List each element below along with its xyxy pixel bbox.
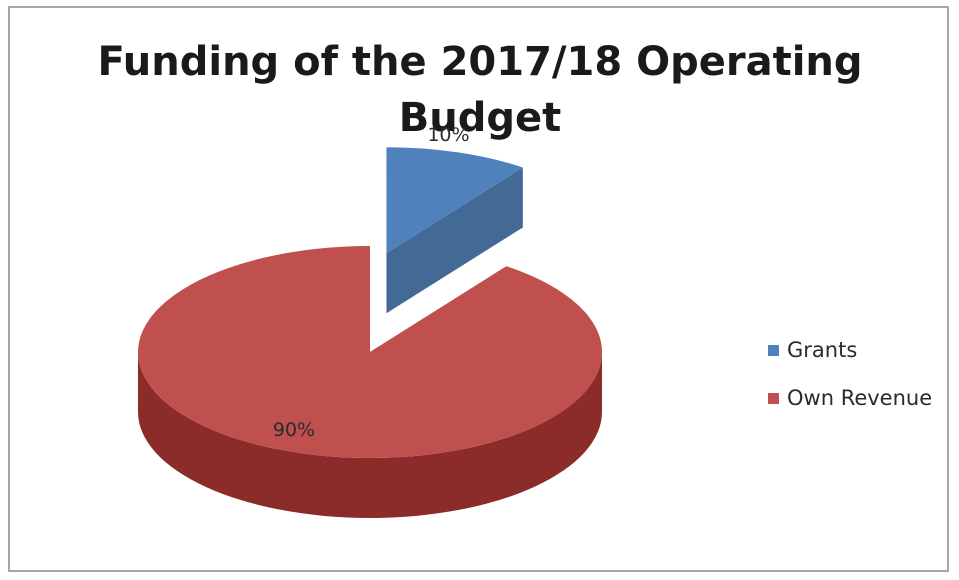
data-label-grants: 10%	[427, 124, 469, 146]
slice-top-grants	[386, 147, 523, 254]
chart-title-line-2: Budget	[398, 95, 562, 141]
legend-item-own-revenue: Own Revenue	[768, 374, 932, 422]
legend-label-grants: Grants	[787, 338, 858, 362]
chart-title-line-1: Funding of the 2017/18 Operating	[97, 39, 863, 85]
slice-top-own-revenue	[138, 246, 603, 458]
data-label-own-revenue: 90%	[273, 419, 315, 441]
legend-swatch-own-revenue	[768, 392, 779, 404]
legend-swatch-grants	[768, 344, 779, 356]
legend: Grants Own Revenue	[768, 326, 932, 422]
slice-grants	[386, 147, 523, 314]
legend-item-grants: Grants	[768, 326, 932, 374]
legend-label-own-revenue: Own Revenue	[787, 386, 933, 410]
slice-own-revenue	[138, 246, 603, 518]
slice-side-own-revenue	[138, 352, 602, 518]
slice-wall-grants	[386, 167, 523, 314]
